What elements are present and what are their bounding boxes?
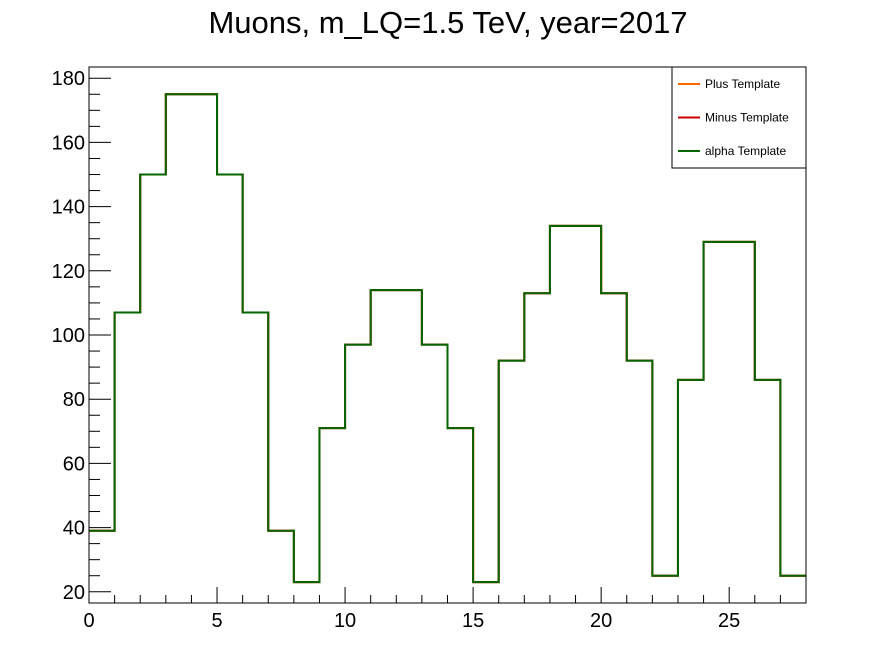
y-tick-label: 120	[52, 261, 85, 283]
x-tick-label: 5	[211, 610, 222, 632]
x-tick-label: 15	[462, 610, 484, 632]
series-line-2	[89, 93, 806, 584]
y-tick-label: 60	[63, 453, 85, 475]
y-tick-label: 160	[52, 132, 85, 154]
chart-title: Muons, m_LQ=1.5 TeV, year=2017	[208, 5, 687, 40]
y-tick-label: 20	[63, 582, 85, 604]
legend-label-0: Plus Template	[705, 77, 780, 91]
axes-layer: 0 5 10 15 20 25 20 40 60 80 100 120 140 160 180	[52, 66, 807, 632]
legend-label-2: alpha Template	[705, 144, 786, 158]
y-tick-label: 40	[63, 518, 85, 540]
y-tick-label: 80	[63, 389, 85, 411]
x-tick-label: 10	[334, 610, 356, 632]
x-tick-label: 0	[83, 610, 94, 632]
series-layer	[89, 93, 806, 584]
y-tick-label: 180	[52, 68, 85, 90]
legend-label-1: Minus Template	[705, 111, 789, 125]
x-tick-label: 20	[590, 610, 612, 632]
legend: Plus Template Minus Template alpha Templat…	[671, 66, 807, 169]
x-tick-label: 25	[718, 610, 740, 632]
y-tick-label: 140	[52, 197, 85, 219]
y-tick-label: 100	[52, 325, 85, 347]
